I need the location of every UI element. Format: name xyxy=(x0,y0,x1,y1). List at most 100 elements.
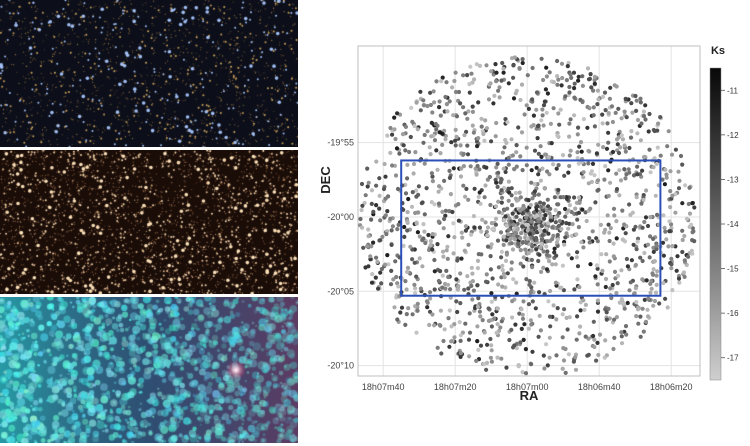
star-point xyxy=(505,271,510,276)
star-point xyxy=(622,143,627,148)
star-point xyxy=(677,178,682,183)
star-point xyxy=(406,196,411,202)
star-point xyxy=(628,135,634,140)
nir-rgb-image xyxy=(0,150,298,294)
star-point xyxy=(532,148,538,153)
star-point xyxy=(447,209,452,214)
star-point xyxy=(604,310,609,315)
star-point xyxy=(560,75,565,81)
star-point xyxy=(619,334,624,339)
star-point xyxy=(514,150,519,155)
star-point xyxy=(560,366,565,371)
star-point xyxy=(641,109,646,114)
star-point xyxy=(559,83,564,88)
star-point xyxy=(505,120,510,125)
star-point xyxy=(634,247,639,252)
star-point xyxy=(384,232,389,237)
star-point xyxy=(427,290,433,295)
star-point xyxy=(389,268,394,273)
star-point xyxy=(465,274,470,279)
star-point xyxy=(494,79,499,84)
star-point xyxy=(458,351,463,356)
star-point xyxy=(501,271,507,276)
star-point xyxy=(680,201,685,206)
star-point xyxy=(675,254,680,259)
star-point xyxy=(645,223,651,229)
star-point xyxy=(431,89,436,94)
star-point xyxy=(565,327,570,332)
star-point xyxy=(643,103,648,108)
star-point xyxy=(647,147,652,152)
star-point xyxy=(389,242,394,247)
star-point xyxy=(438,269,443,274)
star-point xyxy=(468,164,473,169)
star-point xyxy=(371,209,376,214)
star-point xyxy=(491,226,497,231)
star-point xyxy=(496,88,501,93)
star-point xyxy=(572,81,577,86)
star-point xyxy=(528,232,533,237)
star-point xyxy=(363,193,368,198)
star-point xyxy=(664,237,669,242)
star-point xyxy=(573,367,579,372)
star-point xyxy=(667,229,672,234)
star-point xyxy=(542,186,547,191)
star-point xyxy=(571,359,576,364)
star-point xyxy=(510,211,515,216)
star-point xyxy=(549,214,554,219)
star-point xyxy=(438,308,443,313)
star-point xyxy=(454,134,459,139)
star-point xyxy=(531,113,536,118)
star-point xyxy=(514,143,519,148)
star-point xyxy=(395,281,400,286)
x-axis-label: RA xyxy=(520,388,539,403)
star-point xyxy=(418,89,423,94)
star-point xyxy=(414,221,419,226)
star-point xyxy=(614,187,620,192)
star-point xyxy=(687,185,692,190)
star-point xyxy=(517,190,522,195)
star-point xyxy=(640,277,645,282)
star-point xyxy=(383,174,388,179)
star-point xyxy=(514,231,519,236)
star-point xyxy=(541,201,546,206)
star-point xyxy=(493,62,498,67)
star-point xyxy=(520,312,525,317)
star-point xyxy=(624,172,629,177)
star-point xyxy=(547,355,552,360)
star-point xyxy=(663,167,668,172)
star-point xyxy=(495,174,500,179)
star-point xyxy=(440,142,445,147)
star-point xyxy=(474,358,479,363)
star-point xyxy=(592,74,597,79)
star-point xyxy=(500,284,505,289)
star-point xyxy=(661,280,666,286)
star-point xyxy=(489,139,494,144)
star-point xyxy=(471,214,476,219)
star-point xyxy=(633,262,638,268)
star-point xyxy=(544,74,549,79)
star-point xyxy=(403,148,408,153)
star-point xyxy=(503,117,508,122)
star-point xyxy=(547,314,553,319)
star-point xyxy=(496,210,502,215)
star-point xyxy=(602,177,607,182)
star-point xyxy=(596,142,601,147)
star-point xyxy=(643,215,649,220)
star-point xyxy=(518,236,523,241)
star-point xyxy=(511,222,516,227)
star-point xyxy=(546,299,551,304)
star-point xyxy=(452,235,457,240)
star-point xyxy=(550,262,555,267)
star-point xyxy=(475,339,480,344)
star-point xyxy=(503,169,508,175)
star-point xyxy=(493,204,499,209)
star-point xyxy=(445,109,450,114)
star-point xyxy=(409,105,414,110)
star-point xyxy=(572,86,577,91)
star-point xyxy=(378,218,383,223)
star-point xyxy=(555,82,560,87)
star-point xyxy=(512,167,517,172)
star-point xyxy=(421,98,426,103)
star-point xyxy=(506,81,511,86)
